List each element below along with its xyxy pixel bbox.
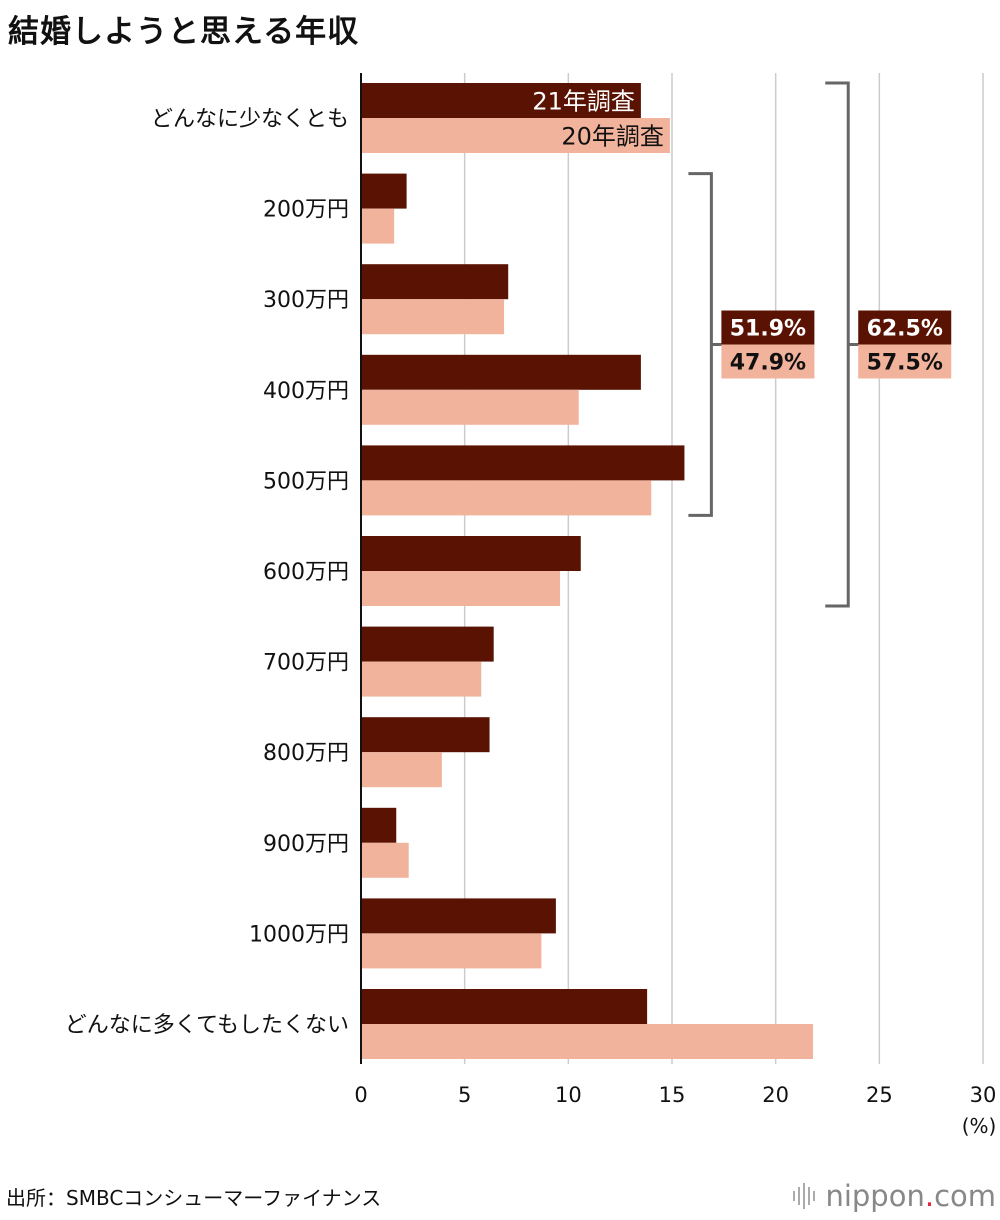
logo-wave-icon [793,1183,816,1209]
x-tick-label: 15 [659,1083,686,1107]
axes: 0 5 10 15 20 25 30 (%) [354,73,996,1138]
nippon-logo: nippon. com [793,1178,996,1214]
bar-series21 [361,626,494,662]
bracket-annotations: 51.9% 47.9% 62.5% 57.5% [688,81,952,608]
bar-series20 [361,118,670,153]
total-box-20 [721,344,815,379]
bars: 21年調査 20年調査 [361,83,813,1059]
source-note: 出所：SMBCコンシューマーファイナンス [6,1186,382,1210]
bar-series21 [361,717,490,753]
category-label: 900万円 [263,832,349,857]
category-label: どんなに多くてもしたくない [65,1013,349,1038]
bar-series20 [361,842,409,878]
bracket-line [688,172,713,517]
category-labels: どんなに少なくとも 200万円 300万円 400万円 500万円 600万円 700万円 8… [65,107,349,1038]
total-value-21: 51.9% [730,317,806,342]
category-label: 200万円 [263,198,349,223]
category-label: 600万円 [263,560,349,585]
bar-series20 [361,299,505,335]
total-box-20 [858,344,952,379]
bar-series21 [361,898,556,934]
x-tick-label: 30 [970,1083,997,1107]
bar-series21 [361,173,407,209]
bar-series21 [361,989,648,1024]
series-label: 20年調査 [561,123,664,151]
category-label: 500万円 [263,469,349,494]
category-label: 800万円 [263,741,349,766]
category-label: どんなに少なくとも [151,107,349,132]
bar-series20 [361,933,542,969]
x-tick-label: 10 [555,1083,582,1107]
total-value-21: 62.5% [867,317,943,342]
bar-series21 [361,536,581,571]
category-label: 300万円 [263,288,349,313]
x-unit-label: (%) [962,1114,997,1138]
bar-series20 [361,1024,813,1059]
bar-series21 [361,807,397,843]
total-value-20: 57.5% [867,351,943,376]
bar-series20 [361,571,561,606]
bar-series21 [361,264,509,300]
chart-title: 結婚しようと思える年収 [8,14,360,50]
bar-series20 [361,480,652,516]
total-box-21 [721,310,815,345]
bracket-line [825,81,850,608]
bar-series20 [361,208,395,244]
bar-series20 [361,752,442,788]
category-label: 400万円 [263,379,349,404]
category-label: 700万円 [263,651,349,676]
total-box-21 [858,310,952,345]
bar-series20 [361,389,579,425]
x-tick-label: 25 [866,1083,893,1107]
logo-name: nippon [825,1179,925,1213]
logo-suffix: com [934,1179,996,1213]
bar-series21 [361,354,641,390]
x-tick-label: 0 [354,1083,367,1107]
x-tick-label: 20 [762,1083,789,1107]
bar-series21 [361,83,641,118]
bar-series21 [361,445,685,481]
x-tick-label: 5 [458,1083,471,1107]
category-label: 1000万円 [249,922,349,947]
bar-series20 [361,661,482,697]
logo-dot: . [924,1179,935,1213]
total-value-20: 47.9% [730,351,806,376]
series-label: 21年調査 [532,88,635,116]
